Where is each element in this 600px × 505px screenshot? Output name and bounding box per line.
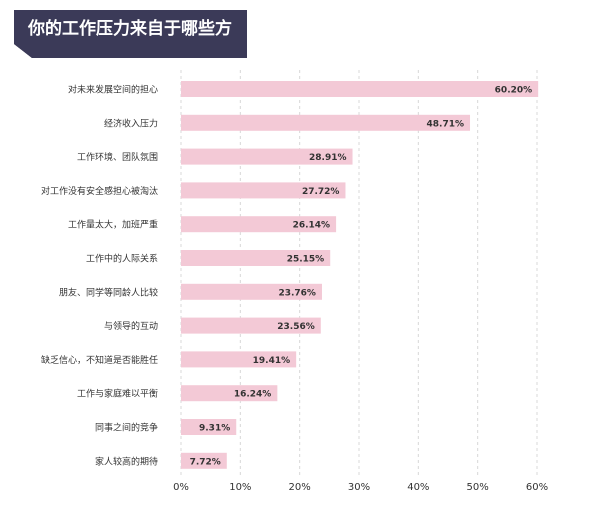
chart-title: 你的工作压力来自于哪些方面?	[14, 10, 247, 58]
category-label: 家人较高的期待	[95, 455, 158, 467]
x-tick-label: 60%	[526, 482, 548, 493]
bar	[181, 182, 346, 199]
category-label: 工作环境、团队氛围	[77, 151, 158, 163]
value-labels: 60.20% 48.71% 28.91% 27.72% 26.14% 25.15% 23.7…	[190, 86, 533, 468]
value-label: 23.76%	[278, 288, 316, 298]
category-label: 工作量太大，加班严重	[68, 219, 158, 231]
x-tick-label: 0%	[173, 482, 189, 493]
bar	[181, 283, 322, 300]
category-label: 工作中的人际关系	[86, 253, 158, 265]
x-tick-label: 50%	[467, 482, 489, 493]
x-axis-ticks: 0% 10% 20% 30% 40% 50% 60%	[173, 482, 548, 493]
bar	[181, 317, 321, 334]
category-label: 对未来发展空间的担心	[68, 84, 158, 96]
x-tick-label: 20%	[289, 482, 311, 493]
bar	[181, 216, 337, 233]
bar	[181, 351, 297, 368]
value-label: 26.14%	[293, 221, 331, 231]
x-tick-label: 30%	[348, 482, 370, 493]
value-label: 19.41%	[253, 356, 291, 366]
category-label: 经济收入压力	[104, 117, 158, 129]
bar	[181, 81, 539, 97]
category-labels: 对未来发展空间的担心经济收入压力工作环境、团队氛围对工作没有安全感担心被淘汰工作…	[41, 84, 158, 468]
value-label: 28.91%	[309, 153, 347, 163]
value-label: 7.72%	[190, 457, 221, 467]
grid-lines	[180, 70, 538, 475]
x-tick-label: 10%	[229, 482, 251, 493]
category-label: 缺乏信心，不知道是否能胜任	[41, 354, 158, 366]
value-label: 60.20%	[495, 86, 533, 96]
bar	[181, 419, 237, 435]
bar	[181, 452, 227, 469]
category-label: 与领导的互动	[104, 320, 158, 332]
bar	[181, 114, 471, 131]
bar	[181, 148, 353, 165]
value-label: 25.15%	[287, 255, 325, 265]
value-label: 27.72%	[302, 187, 340, 197]
category-label: 同事之间的竞争	[95, 422, 158, 434]
value-label: 48.71%	[427, 119, 465, 129]
value-label: 16.24%	[234, 390, 272, 400]
category-label: 工作与家庭难以平衡	[77, 388, 158, 400]
bar	[181, 385, 278, 402]
bars	[181, 81, 539, 469]
bar	[181, 250, 331, 266]
value-label: 23.56%	[277, 322, 315, 332]
x-tick-label: 40%	[407, 482, 429, 493]
value-label: 9.31%	[199, 424, 230, 434]
category-label: 朋友、同学等同龄人比较	[59, 286, 158, 298]
category-label: 对工作没有安全感担心被淘汰	[41, 185, 158, 197]
